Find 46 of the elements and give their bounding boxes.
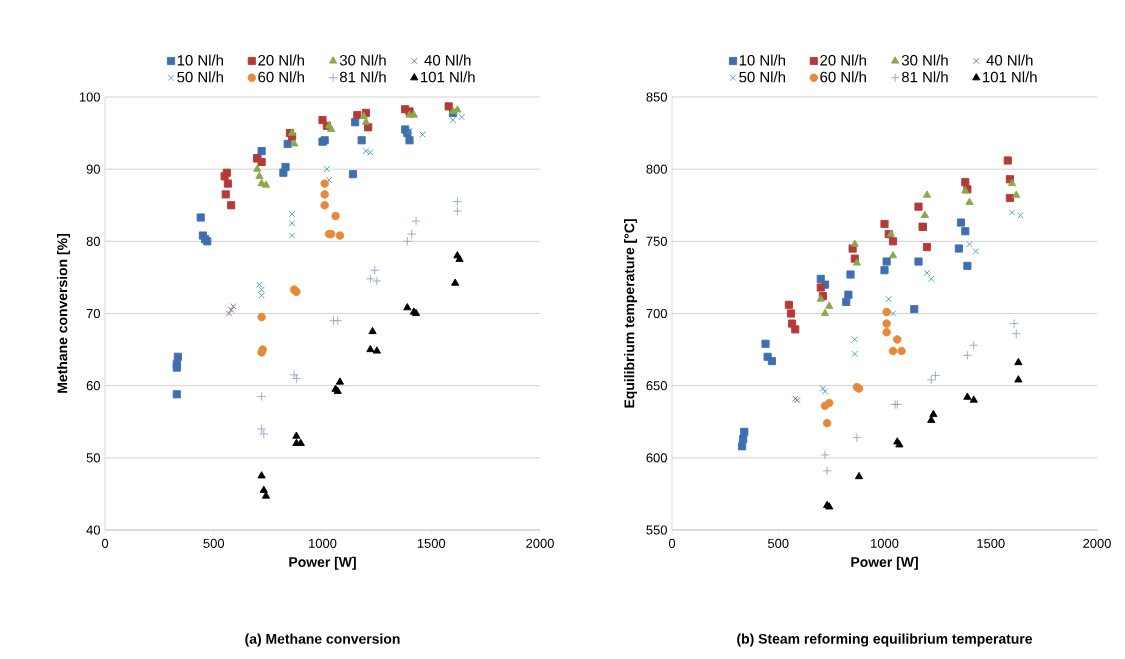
legend-label: 50 Nl/h: [739, 71, 785, 83]
legend-label: 81 Nl/h: [339, 71, 386, 83]
x-tick-label: 1000: [309, 538, 337, 548]
legend-label: 60 Nl/h: [820, 71, 866, 83]
x-tick-label: 0: [101, 538, 109, 548]
y-tick-label: 600: [646, 453, 667, 463]
y-tick-label: 50: [86, 453, 100, 463]
y-tick-label: 700: [646, 308, 667, 319]
y-tick-label: 800: [646, 164, 667, 174]
x-tick-label: 2000: [526, 538, 554, 548]
legend-label: 101 Nl/h: [421, 71, 475, 83]
y-tick-label: 70: [86, 308, 100, 319]
y-axis-title: Methane conversion [%]: [57, 234, 71, 393]
y-axis-title: Equilibrium temperature [°C]: [624, 219, 638, 408]
y-tick-label: 550: [646, 525, 667, 535]
x-tick-label: 2000: [1083, 538, 1111, 548]
x-tick-label: 1500: [977, 538, 1005, 548]
y-tick-label: 750: [646, 236, 667, 246]
x-tick-label: 500: [203, 538, 225, 548]
x-tick-label: 500: [767, 538, 789, 548]
legend-label: 60 Nl/h: [258, 71, 304, 83]
x-tick-label: 1500: [417, 538, 446, 548]
text: (b) Steam reforming equilibrium temperature: [737, 633, 1033, 647]
legend-label: 30 Nl/h: [339, 54, 386, 66]
x-tick-label: 0: [668, 538, 676, 548]
legend-label: 20 Nl/h: [258, 54, 304, 66]
y-tick-label: 90: [86, 164, 100, 174]
legend-label: 50 Nl/h: [177, 71, 223, 83]
legend-label: 10 Nl/h: [177, 54, 223, 66]
y-tick-label: 60: [86, 381, 100, 391]
legend-label: 30 Nl/h: [901, 54, 948, 66]
y-tick-label: 40: [86, 525, 100, 535]
x-axis-title: Power [W]: [851, 556, 918, 570]
legend-label: 101 Nl/h: [983, 71, 1037, 83]
y-tick-label: 100: [79, 92, 100, 102]
legend-label: 81 Nl/h: [901, 71, 948, 83]
y-tick-label: 850: [646, 92, 667, 102]
x-tick-label: 1000: [871, 538, 899, 548]
legend-label: 40 Nl/h: [424, 54, 471, 66]
y-tick-label: 650: [646, 381, 667, 391]
text: (a) Methane conversion: [245, 633, 400, 647]
y-tick-label: 80: [86, 236, 100, 246]
legend-label: 40 Nl/h: [986, 54, 1033, 66]
x-axis-title: Power [W]: [289, 556, 356, 570]
legend-label: 10 Nl/h: [739, 54, 785, 66]
legend-label: 20 Nl/h: [820, 54, 866, 66]
